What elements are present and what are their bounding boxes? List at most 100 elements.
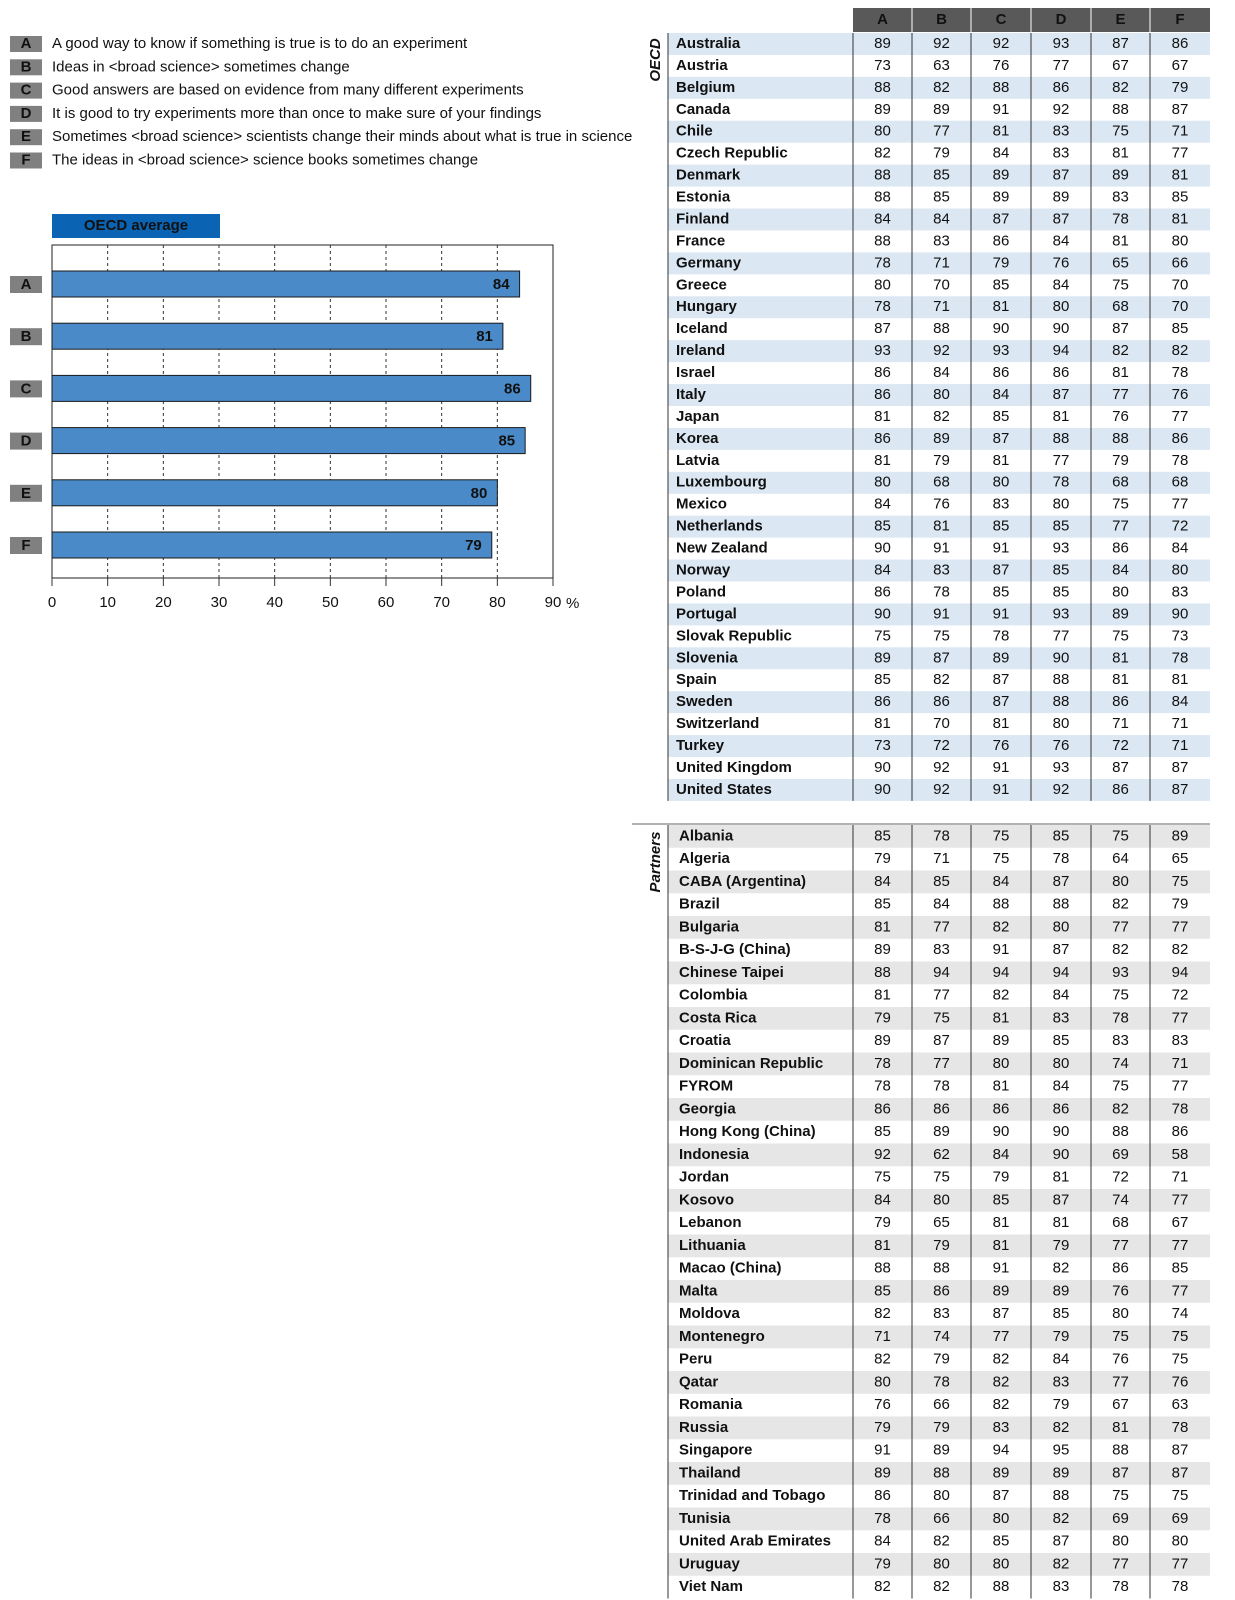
cell-value: 75 <box>1172 873 1189 890</box>
cell-value: 92 <box>933 35 950 52</box>
row-bg <box>668 1553 1210 1576</box>
cell-value: 81 <box>1112 671 1129 688</box>
cell-value: 88 <box>1112 1123 1129 1140</box>
cell-value: 80 <box>1112 1533 1129 1550</box>
row-name: Trinidad and Tobago <box>679 1487 825 1504</box>
cell-value: 79 <box>993 254 1010 271</box>
cell-value: 89 <box>874 35 891 52</box>
cell-value: 83 <box>1053 145 1070 162</box>
cell-value: 78 <box>874 1055 891 1072</box>
cell-value: 89 <box>1053 1282 1070 1299</box>
cell-value: 71 <box>933 254 950 271</box>
bar <box>51 374 532 402</box>
cell-value: 81 <box>1053 408 1070 425</box>
cell-value: 77 <box>1172 1555 1189 1572</box>
chart-title-box <box>52 214 220 238</box>
cell-value: 82 <box>993 1373 1010 1390</box>
cell-value: 76 <box>993 57 1010 74</box>
cell-value: 84 <box>874 1533 891 1550</box>
row-name: Estonia <box>676 189 731 206</box>
row-bg <box>668 1052 1210 1076</box>
cell-value: 58 <box>1172 1146 1189 1163</box>
cell-value: 80 <box>1112 1305 1129 1322</box>
cell-value: 87 <box>993 1487 1010 1504</box>
cell-value: 76 <box>1053 254 1070 271</box>
cell-value: 80 <box>993 1055 1010 1072</box>
legend-text: Ideas in <broad science> sometimes chang… <box>52 58 350 75</box>
cell-value: 77 <box>1172 496 1189 513</box>
row-name: Lithuania <box>679 1237 746 1254</box>
cell-value: 86 <box>1112 693 1129 710</box>
row-bg <box>668 916 1210 939</box>
row-bg <box>668 1507 1210 1531</box>
cell-value: 80 <box>1053 496 1070 513</box>
legend-letter: A <box>21 35 32 52</box>
x-tick-label: 50 <box>322 594 339 611</box>
cell-value: 75 <box>1172 1487 1189 1504</box>
x-tick-label: 20 <box>155 594 172 611</box>
row-bg <box>668 76 1210 99</box>
cell-value: 77 <box>1172 408 1189 425</box>
cell-value: 71 <box>933 298 950 315</box>
row-name: Belgium <box>676 79 735 96</box>
cell-value: 75 <box>1112 496 1129 513</box>
cell-value: 85 <box>933 873 950 890</box>
row-name: Kosovo <box>679 1191 734 1208</box>
cell-value: 78 <box>1172 452 1189 469</box>
row-name: Latvia <box>676 452 720 469</box>
row-name: Peru <box>679 1351 712 1368</box>
category-box <box>10 276 42 293</box>
cell-value: 86 <box>993 232 1010 249</box>
row-name: Lebanon <box>679 1214 742 1231</box>
row-name: Finland <box>676 210 729 227</box>
cell-value: 88 <box>1053 896 1070 913</box>
cell-value: 79 <box>1172 896 1189 913</box>
cell-value: 75 <box>1112 123 1129 140</box>
x-unit: % <box>566 595 579 612</box>
cell-value: 75 <box>1172 1351 1189 1368</box>
cell-value: 86 <box>1172 1123 1189 1140</box>
cell-value: 72 <box>1112 737 1129 754</box>
cell-value: 87 <box>1172 1464 1189 1481</box>
cell-value: 85 <box>993 276 1010 293</box>
cell-value: 89 <box>993 1282 1010 1299</box>
row-bg <box>668 1098 1210 1121</box>
cell-value: 82 <box>874 145 891 162</box>
cell-value: 81 <box>993 298 1010 315</box>
category-box <box>10 484 42 502</box>
row-bg <box>668 1371 1210 1394</box>
cell-value: 87 <box>993 561 1010 578</box>
cell-value: 83 <box>933 561 950 578</box>
bar <box>51 427 526 455</box>
cell-value: 81 <box>993 715 1010 732</box>
cell-value: 66 <box>933 1510 950 1527</box>
row-bg <box>668 647 1210 670</box>
row-name: Albania <box>679 827 734 844</box>
legend-text: Good answers are based on evidence from … <box>52 82 524 99</box>
cell-value: 85 <box>874 1282 891 1299</box>
cell-value: 81 <box>993 1078 1010 1095</box>
cell-value: 82 <box>1172 342 1189 359</box>
cell-value: 81 <box>1053 1214 1070 1231</box>
cell-value: 70 <box>1172 298 1189 315</box>
group-label: OECD <box>647 38 664 82</box>
legend-key <box>10 59 42 76</box>
column-header: A <box>877 11 888 28</box>
row-name: Australia <box>676 35 741 52</box>
row-name: Jordan <box>679 1169 729 1186</box>
row-name: Russia <box>679 1419 729 1436</box>
cell-value: 81 <box>1172 671 1189 688</box>
cell-value: 90 <box>993 1123 1010 1140</box>
cell-value: 77 <box>933 1055 950 1072</box>
cell-value: 74 <box>933 1328 950 1345</box>
cell-value: 80 <box>1053 1055 1070 1072</box>
cell-value: 80 <box>874 123 891 140</box>
row-name: Tunisia <box>679 1510 731 1527</box>
cell-value: 79 <box>874 1555 891 1572</box>
cell-value: 80 <box>1172 232 1189 249</box>
cell-value: 87 <box>1053 386 1070 403</box>
cell-value: 87 <box>1172 759 1189 776</box>
cell-value: 77 <box>1112 1555 1129 1572</box>
chart-title: OECD average <box>84 217 188 234</box>
cell-value: 88 <box>993 1578 1010 1595</box>
